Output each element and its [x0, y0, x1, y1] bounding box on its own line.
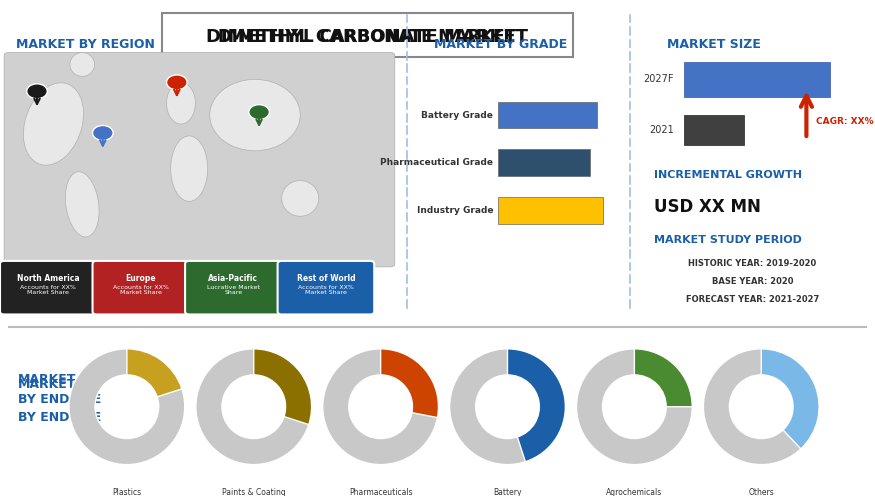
Wedge shape [634, 349, 692, 407]
Text: USD XX MN: USD XX MN [654, 198, 761, 216]
Text: Lucrative Market
Share: Lucrative Market Share [206, 285, 260, 296]
Text: Accounts for XX%
Market Share: Accounts for XX% Market Share [113, 285, 169, 296]
Text: Asia-Pacific: Asia-Pacific [208, 274, 258, 283]
Wedge shape [69, 349, 185, 465]
Wedge shape [577, 349, 692, 465]
Text: Industry Grade: Industry Grade [416, 206, 494, 215]
Text: North America: North America [17, 274, 80, 283]
Wedge shape [704, 349, 819, 465]
Wedge shape [127, 349, 182, 397]
Text: CAGR: XX%: CAGR: XX% [816, 117, 874, 125]
Text: MARKET BY GRADE: MARKET BY GRADE [434, 38, 567, 51]
Text: Europe: Europe [125, 274, 156, 283]
FancyBboxPatch shape [162, 13, 573, 57]
Text: DIMETHYL CARBONATE MARKET: DIMETHYL CARBONATE MARKET [206, 28, 528, 46]
Text: Plastics: Plastics [112, 488, 142, 496]
Text: MARKET STUDY PERIOD: MARKET STUDY PERIOD [654, 235, 802, 245]
Text: Pharmaceuticals: Pharmaceuticals [349, 488, 412, 496]
Wedge shape [507, 349, 565, 462]
Wedge shape [761, 349, 819, 449]
FancyBboxPatch shape [684, 115, 744, 145]
Text: Accounts for XX%
Market Share: Accounts for XX% Market Share [20, 285, 76, 296]
FancyBboxPatch shape [4, 53, 395, 267]
Text: Agrochemicals: Agrochemicals [606, 488, 662, 496]
FancyBboxPatch shape [498, 149, 590, 176]
Text: Battery Grade: Battery Grade [421, 111, 494, 120]
Ellipse shape [70, 53, 94, 76]
Text: MARKET SIZE: MARKET SIZE [667, 38, 760, 51]
FancyBboxPatch shape [498, 197, 603, 224]
Circle shape [93, 125, 113, 140]
Wedge shape [323, 349, 438, 465]
Ellipse shape [210, 79, 300, 151]
Text: Accounts for XX%
Market Share: Accounts for XX% Market Share [298, 285, 354, 296]
Text: BASE YEAR: 2020: BASE YEAR: 2020 [711, 277, 794, 286]
Text: 2027F: 2027F [644, 74, 674, 84]
Ellipse shape [282, 181, 318, 216]
Text: Paints & Coating: Paints & Coating [222, 488, 285, 496]
Text: MARKET BY REGION: MARKET BY REGION [17, 38, 156, 51]
Text: Pharmaceutical Grade: Pharmaceutical Grade [380, 158, 493, 167]
Ellipse shape [24, 83, 83, 165]
Wedge shape [254, 349, 312, 425]
Text: 2021: 2021 [649, 125, 674, 135]
Text: Battery: Battery [493, 488, 522, 496]
Ellipse shape [166, 82, 195, 124]
FancyBboxPatch shape [0, 261, 96, 314]
Ellipse shape [66, 172, 99, 237]
Text: MARKET: MARKET [18, 373, 76, 386]
Circle shape [166, 75, 187, 90]
Text: HISTORIC YEAR: 2019-2020: HISTORIC YEAR: 2019-2020 [689, 259, 816, 268]
Text: MARKET
BY END USE: MARKET BY END USE [18, 378, 101, 406]
Text: FORECAST YEAR: 2021-2027: FORECAST YEAR: 2021-2027 [686, 295, 819, 304]
Text: Rest of World: Rest of World [297, 274, 355, 283]
Text: BY END USE: BY END USE [18, 411, 101, 424]
Circle shape [27, 84, 47, 99]
Text: INCREMENTAL GROWTH: INCREMENTAL GROWTH [654, 170, 802, 180]
Ellipse shape [171, 136, 207, 201]
FancyBboxPatch shape [93, 261, 189, 314]
Circle shape [248, 105, 270, 120]
FancyBboxPatch shape [186, 261, 282, 314]
Wedge shape [450, 349, 565, 465]
Text: Others: Others [748, 488, 774, 496]
FancyBboxPatch shape [498, 102, 597, 128]
Wedge shape [196, 349, 312, 465]
Text: DIMETHYL CARBONATE MARKET: DIMETHYL CARBONATE MARKET [219, 28, 516, 46]
FancyBboxPatch shape [277, 261, 374, 314]
Wedge shape [381, 349, 438, 418]
FancyBboxPatch shape [684, 62, 830, 97]
